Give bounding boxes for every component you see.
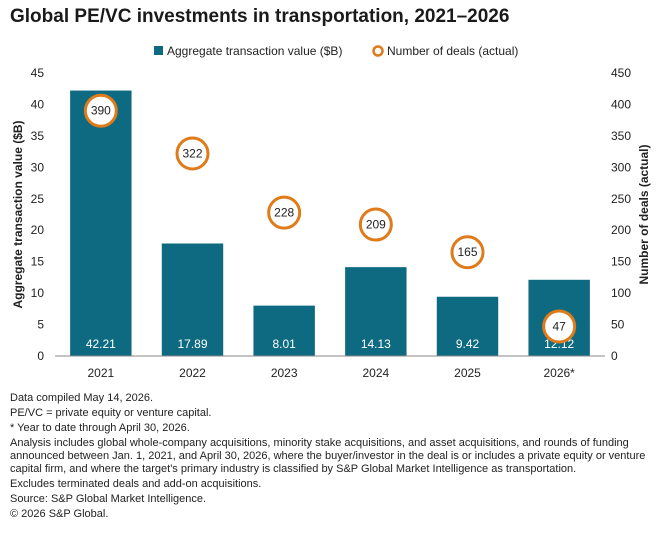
bar-value-label: 17.89 bbox=[177, 337, 207, 351]
bar-value-label: 8.01 bbox=[272, 337, 296, 351]
y-tick-label: 45 bbox=[31, 66, 45, 80]
deal-marker bbox=[175, 136, 210, 171]
y2-axis-title: Number of deals (actual) bbox=[637, 144, 651, 284]
y-tick-label: 10 bbox=[31, 286, 45, 300]
y2-tick-label: 50 bbox=[611, 318, 625, 332]
x-tick-label: 2024 bbox=[362, 366, 389, 380]
y-tick-label: 25 bbox=[31, 192, 45, 206]
y2-tick-label: 150 bbox=[611, 255, 631, 269]
y-tick-label: 5 bbox=[37, 318, 44, 332]
note-analysis: Analysis includes global whole-company a… bbox=[10, 437, 646, 475]
note-pevc: PE/VC = private equity or venture capita… bbox=[10, 407, 212, 419]
deal-marker bbox=[83, 93, 118, 128]
deal-value-label: 228 bbox=[274, 206, 294, 220]
bar bbox=[253, 305, 315, 356]
legend-label-bar: Aggregate transaction value ($B) bbox=[167, 44, 342, 58]
y-tick-label: 15 bbox=[31, 255, 45, 269]
note-excludes: Excludes terminated deals and add-on acq… bbox=[10, 478, 262, 490]
y2-tick-label: 450 bbox=[611, 66, 631, 80]
y2-tick-label: 300 bbox=[611, 160, 631, 174]
y-tick-label: 40 bbox=[31, 97, 45, 111]
x-tick-label: 2025 bbox=[454, 366, 481, 380]
y-tick-label: 30 bbox=[31, 160, 45, 174]
bar-value-label: 14.13 bbox=[361, 337, 391, 351]
y2-tick-label: 400 bbox=[611, 97, 631, 111]
note-source: Source: S&P Global Market Intelligence. bbox=[10, 493, 207, 505]
y2-tick-label: 350 bbox=[611, 129, 631, 143]
note-copyright: © 2026 S&P Global. bbox=[10, 508, 109, 520]
deal-marker bbox=[542, 309, 577, 344]
y2-tick-label: 200 bbox=[611, 223, 631, 237]
bar-value-label: 9.42 bbox=[456, 337, 480, 351]
bar bbox=[161, 243, 224, 356]
legend-marker-deals bbox=[372, 45, 384, 57]
note-ytd: * Year to date through April 30, 2026. bbox=[10, 422, 190, 434]
y-tick-label: 0 bbox=[37, 349, 44, 363]
bar-value-label: 42.21 bbox=[86, 337, 116, 351]
deal-value-label: 390 bbox=[91, 104, 111, 118]
bar bbox=[345, 267, 407, 356]
deal-value-label: 322 bbox=[182, 146, 202, 160]
chart-title: Global PE/VC investments in transportati… bbox=[10, 6, 510, 27]
deal-marker bbox=[450, 235, 485, 270]
deal-marker bbox=[358, 207, 393, 242]
y-axis-title: Aggregate transaction value ($B) bbox=[11, 120, 25, 308]
note-compiled: Data compiled May 14, 2026. bbox=[10, 392, 154, 404]
x-tick-label: 2026* bbox=[543, 366, 575, 380]
x-tick-label: 2023 bbox=[271, 366, 298, 380]
x-tick-label: 2021 bbox=[87, 366, 114, 380]
deal-value-label: 165 bbox=[457, 245, 477, 259]
x-tick-label: 2022 bbox=[179, 366, 206, 380]
y2-tick-label: 250 bbox=[611, 192, 631, 206]
deal-value-label: 209 bbox=[366, 218, 386, 232]
y2-tick-label: 100 bbox=[611, 286, 631, 300]
bar bbox=[436, 296, 499, 356]
y2-tick-label: 0 bbox=[611, 349, 618, 363]
y-tick-label: 35 bbox=[31, 129, 45, 143]
chart: Aggregate transaction value ($B) Number o… bbox=[11, 44, 651, 380]
y-tick-label: 20 bbox=[31, 223, 45, 237]
deal-marker bbox=[267, 195, 302, 230]
deal-value-label: 47 bbox=[552, 319, 566, 333]
bar bbox=[70, 90, 132, 357]
legend-swatch-bar bbox=[154, 46, 163, 55]
legend-label-deals: Number of deals (actual) bbox=[387, 44, 518, 58]
footnotes: Data compiled May 14, 2026. PE/VC = priv… bbox=[10, 392, 650, 523]
